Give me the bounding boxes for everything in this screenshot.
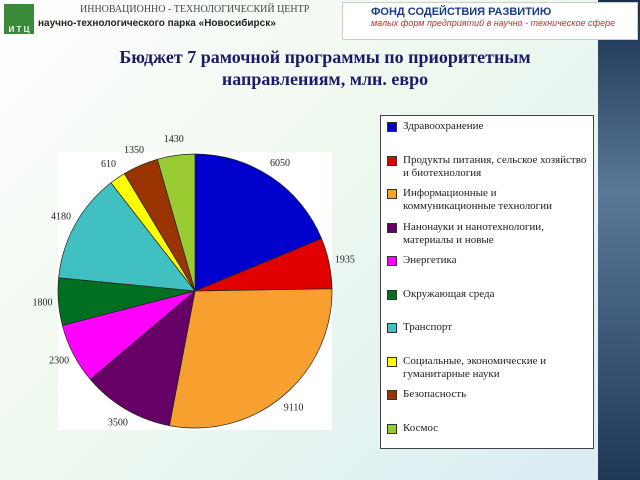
legend-item: Космос [387, 422, 589, 456]
legend: Здравоохранение Продукты питания, сельско… [380, 115, 594, 449]
legend-label: Безопасность [403, 388, 467, 400]
legend-swatch [387, 390, 397, 400]
legend-label: Здравоохранение [403, 120, 484, 132]
chart-title: Бюджет 7 рамочной программы по приоритет… [119, 47, 531, 89]
data-label: 4180 [51, 211, 71, 222]
data-label: 1430 [164, 134, 184, 145]
data-label: 9110 [284, 402, 304, 413]
legend-label: Социальные, экономические и гуманитарные… [403, 354, 547, 380]
pie-slice [169, 288, 333, 429]
legend-item: Здравоохранение [387, 120, 589, 154]
legend-item: Нанонауки и нанотехнологии, материалы и … [387, 221, 589, 255]
legend-item: Транспорт [387, 321, 589, 355]
legend-item: Продукты питания, сельское хозяйство и б… [387, 154, 589, 188]
data-label: 6050 [270, 158, 290, 169]
legend-label: Информационные и коммуникационные технол… [403, 187, 552, 212]
legend-swatch [387, 356, 397, 367]
legend-swatch [387, 222, 397, 233]
pie-slice [89, 290, 196, 427]
legend-label: Космос [403, 421, 439, 434]
chart: 6050 1935 9110 3500 2300 1800 4180 610 1350 1430 [32, 134, 355, 430]
legend-item: Окружающая среда [387, 288, 589, 322]
pie-slice [58, 182, 196, 292]
data-label: 3500 [108, 417, 128, 428]
data-label: 1935 [335, 254, 355, 265]
org-name: ИННОВАЦИОННО - ТЕХНОЛОГИЧЕСКИЙ ЦЕНТР [80, 4, 310, 15]
org-name: научно-технологического парка «Новосибир… [38, 18, 276, 29]
legend-swatch [387, 323, 397, 333]
pie-slice [156, 153, 196, 292]
data-label: 1800 [32, 297, 52, 308]
legend-swatch [387, 189, 397, 199]
fund-subtitle: малых форм предприятий в научно - технич… [371, 18, 616, 28]
data-label: 610 [101, 159, 116, 170]
legend-label: Нанонауки и нанотехнологии, материалы и … [403, 220, 544, 246]
fund-name: ФОНД СОДЕЙСТВИЯ РАЗВИТИЮ [371, 6, 552, 18]
legend-item: Социальные, экономические и гуманитарные… [387, 355, 589, 389]
legend-label: Продукты питания, сельское хозяйство и б… [403, 153, 587, 179]
logo: И Т Ц [4, 4, 34, 34]
legend-swatch [387, 122, 397, 132]
side-decoration [598, 0, 640, 480]
legend-swatch [387, 423, 397, 434]
legend-swatch [387, 289, 397, 300]
fund-logo: ФОНД СОДЕЙСТВИЯ РАЗВИТИЮ малых форм пред… [342, 2, 638, 40]
legend-item: Информационные и коммуникационные технол… [387, 187, 589, 221]
legend-label: Энергетика [403, 254, 457, 266]
legend-label: Транспорт [403, 321, 453, 333]
pie-slice [194, 153, 323, 292]
data-label: 1350 [124, 145, 144, 156]
data-label: 2300 [49, 356, 69, 367]
legend-label: Окружающая среда [403, 287, 495, 300]
legend-item: Безопасность [387, 388, 589, 422]
legend-item: Энергетика [387, 254, 589, 288]
legend-swatch [387, 155, 397, 166]
legend-swatch [387, 256, 397, 266]
